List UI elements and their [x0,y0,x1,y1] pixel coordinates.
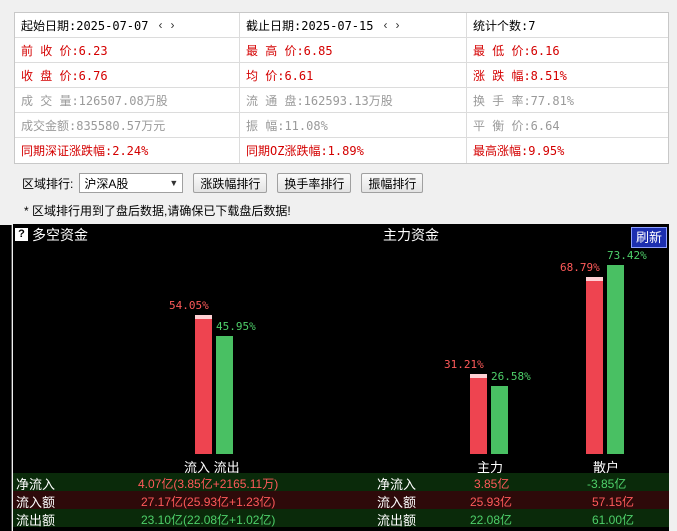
stats-row-2: 前 收 价:6.23 最 高 价:6.85 最 低 价:6.16 [15,38,668,63]
main-outflow-pct-label: 26.58% [491,369,531,383]
net-inflow-label-2: 净流入 [377,477,417,492]
stats-row-dates: 起始日期:2025-07-07 ‹ › 截止日期:2025-07-15 ‹ › … [15,13,668,38]
turnover-amount: 成交金额:835580.57万元 [15,113,240,137]
sz-index-change: 同期深证涨跌幅:2.24% [15,138,240,163]
turnover-rank-button[interactable]: 换手率排行 [277,173,352,193]
prev-close: 前 收 价:6.23 [15,38,240,62]
outflow-amount-retail: 61.00亿 [592,513,635,527]
stats-row-5: 成交金额:835580.57万元 振 幅:11.08% 平 衡 价:6.64 [15,113,668,138]
low-price: 最 低 价:6.16 [473,43,560,58]
main-outflow-bar [491,385,508,454]
region-select[interactable]: 沪深A股 ▼ [79,173,184,193]
inflow-amount-total: 27.17亿(25.93亿+1.23亿) [141,495,276,509]
flow-outflow-pct-label: 45.95% [216,319,256,333]
max-change: 最高涨幅:9.95% [473,144,565,158]
volume: 成 交 量:126507.08万股 [15,88,240,112]
amplitude-rank-button[interactable]: 振幅排行 [361,173,424,193]
outflow-amount-label: 流出额 [16,513,56,528]
flow-inflow-bar-cap [195,314,212,319]
flow-inflow-pct-label: 54.05% [169,298,209,312]
region-select-value: 沪深A股 [84,176,129,191]
retail-inflow-bar-cap [586,276,603,281]
stats-panel: 起始日期:2025-07-07 ‹ › 截止日期:2025-07-15 ‹ › … [14,12,669,164]
change-pct: 涨 跌 幅:8.51% [473,68,567,83]
outflow-amount-label-2: 流出额 [377,513,417,528]
left-edge-dark-panel [0,225,12,531]
chevron-down-icon: ▼ [169,178,179,188]
stats-row-4: 成 交 量:126507.08万股 流 通 盘:162593.13万股 换 手 … [15,88,668,113]
oz-index-change: 同期OZ涨跌幅:1.89% [240,138,467,163]
end-date: 截止日期:2025-07-15 [246,18,374,33]
outflow-amount-row: 流出额 23.10亿(22.08亿+1.02亿) 流出额 22.08亿 61.0… [13,509,669,528]
start-date-prev-arrow[interactable]: ‹ [158,18,163,32]
main-inflow-pct-label: 31.21% [444,357,484,371]
inflow-amount-row: 流入额 27.17亿(25.93亿+1.23亿) 流入额 25.93亿 57.1… [13,491,669,510]
flow-in-out-label: 流入 流出 [184,460,240,475]
net-inflow-retail: -3.85亿 [587,477,627,491]
net-inflow-row: 净流入 4.07亿(3.85亿+2165.11万) 净流入 3.85亿 -3.8… [13,473,669,492]
start-date: 起始日期:2025-07-07 [21,18,149,33]
net-inflow-total: 4.07亿(3.85亿+2165.11万) [138,477,279,491]
data-notice: * 区域排行用到了盘后数据,请确保已下载盘后数据! [24,204,291,218]
end-date-prev-arrow[interactable]: ‹ [383,18,388,32]
flow-outflow-bar [216,335,233,454]
start-date-next-arrow[interactable]: › [170,18,175,32]
money-flow-panel: ? 多空资金 主力资金 刷新 54.05% 45.95% 31.21% 26.58% 6… [13,224,669,531]
ranking-toolbar: 区域排行: 沪深A股 ▼ 涨跌幅排行 换手率排行 振幅排行 [22,172,433,194]
float-shares: 流 通 盘:162593.13万股 [240,88,467,112]
end-date-cell: 截止日期:2025-07-15 ‹ › [240,13,467,37]
outflow-amount-main: 22.08亿 [470,513,513,527]
inflow-amount-retail: 57.15亿 [592,495,635,509]
main-inflow-bar-cap [470,373,487,378]
high-price: 最 高 价:6.85 [240,38,467,62]
change-rank-button[interactable]: 涨跌幅排行 [193,173,268,193]
avg-price: 均 价:6.61 [240,63,467,87]
flow-bar-chart: 54.05% 45.95% 31.21% 26.58% 68.79% 73.42% [13,224,669,454]
retail-inflow-bar [586,276,603,454]
main-inflow-bar [470,373,487,454]
retail-outflow-pct-label: 73.42% [607,249,647,263]
ranking-label: 区域排行: [22,176,74,191]
turnover-rate: 换 手 率:77.81% [473,93,575,108]
end-date-next-arrow[interactable]: › [395,18,400,32]
net-inflow-main: 3.85亿 [474,477,510,491]
outflow-amount-total: 23.10亿(22.08亿+1.02亿) [141,513,276,527]
inflow-amount-main: 25.93亿 [470,495,513,509]
close-price: 收 盘 价:6.76 [15,63,240,87]
start-date-cell: 起始日期:2025-07-07 ‹ › [15,13,240,37]
flow-inflow-bar [195,314,212,454]
help-icon[interactable]: ? [15,228,28,241]
main-force-label: 主力 [477,460,504,475]
balance-price: 平 衡 价:6.64 [473,118,560,133]
stats-row-6: 同期深证涨跌幅:2.24% 同期OZ涨跌幅:1.89% 最高涨幅:9.95% [15,138,668,163]
main-funds-title: 主力资金 [383,227,439,243]
long-short-funds-title: 多空资金 [32,227,88,243]
net-inflow-label: 净流入 [16,477,56,492]
stats-row-3: 收 盘 价:6.76 均 价:6.61 涨 跌 幅:8.51% [15,63,668,88]
stat-count: 统计个数:7 [473,18,536,33]
amplitude: 振 幅:11.08% [240,113,467,137]
retail-label: 散户 [593,460,620,475]
inflow-amount-label-2: 流入额 [377,495,417,510]
retail-outflow-bar [607,265,624,454]
inflow-amount-label: 流入额 [16,495,56,510]
retail-inflow-pct-label: 68.79% [560,260,600,274]
refresh-button[interactable]: 刷新 [631,227,667,248]
